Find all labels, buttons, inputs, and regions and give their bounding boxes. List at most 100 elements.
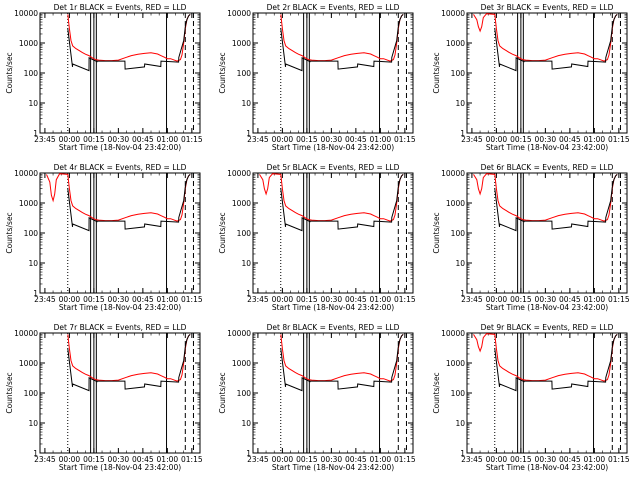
x-tick-label: 00:15 bbox=[83, 135, 105, 144]
x-axis-label: Start Time (18-Nov-04 23:42:00) bbox=[272, 463, 394, 472]
x-tick-label: 23:45 bbox=[247, 295, 269, 304]
y-tick-label: 1000 bbox=[19, 359, 38, 368]
y-tick-label: 10000 bbox=[441, 329, 465, 338]
y-axis-label: Counts/sec bbox=[5, 212, 14, 253]
events-series-line bbox=[67, 14, 191, 72]
x-tick-label: 00:45 bbox=[132, 455, 154, 464]
x-tick-label: 23:45 bbox=[461, 455, 483, 464]
plot-frame bbox=[466, 12, 628, 134]
x-tick-label: 23:45 bbox=[34, 135, 56, 144]
plot-frame bbox=[252, 12, 414, 134]
y-tick-label: 10 bbox=[455, 99, 465, 108]
y-tick-label: 1 bbox=[33, 449, 38, 458]
y-tick-label: 100 bbox=[451, 69, 466, 78]
y-axis-label: Counts/sec bbox=[432, 372, 441, 413]
y-tick-label: 1000 bbox=[19, 39, 38, 48]
x-tick-label: 00:30 bbox=[321, 455, 343, 464]
x-tick-label: 00:15 bbox=[83, 295, 105, 304]
detector-panel: Det 2r BLACK = Events, RED = LLD 1 10 100 10… bbox=[218, 3, 416, 152]
plot-frame bbox=[252, 172, 414, 294]
panel-title: Det 8r BLACK = Events, RED = LLD bbox=[267, 323, 400, 332]
x-axis-label: Start Time (18-Nov-04 23:42:00) bbox=[59, 463, 181, 472]
x-tick-label: 00:00 bbox=[59, 135, 81, 144]
x-tick-label: 00:30 bbox=[108, 135, 130, 144]
x-axis-label: Start Time (18-Nov-04 23:42:00) bbox=[486, 303, 608, 312]
events-series-line bbox=[67, 174, 191, 232]
y-tick-label: 1000 bbox=[19, 199, 38, 208]
x-tick-label: 01:00 bbox=[157, 455, 179, 464]
x-tick-label: 01:00 bbox=[370, 455, 392, 464]
x-tick-label: 00:30 bbox=[321, 295, 343, 304]
y-tick-label: 1 bbox=[33, 289, 38, 298]
y-tick-label: 1000 bbox=[232, 359, 251, 368]
x-tick-label: 01:15 bbox=[181, 295, 203, 304]
y-tick-label: 10000 bbox=[441, 169, 465, 178]
x-tick-label: 01:15 bbox=[181, 455, 203, 464]
x-axis-label: Start Time (18-Nov-04 23:42:00) bbox=[59, 303, 181, 312]
x-tick-label: 00:15 bbox=[296, 135, 318, 144]
lld-series-line bbox=[280, 14, 404, 62]
events-series-line bbox=[67, 334, 191, 392]
x-tick-label: 00:15 bbox=[510, 135, 532, 144]
x-tick-label: 00:00 bbox=[486, 455, 508, 464]
x-tick-label: 00:45 bbox=[345, 135, 367, 144]
y-tick-label: 100 bbox=[237, 69, 252, 78]
x-tick-label: 01:15 bbox=[394, 135, 416, 144]
y-tick-label: 10 bbox=[241, 259, 251, 268]
y-axis-label: Counts/sec bbox=[218, 52, 227, 93]
y-tick-label: 100 bbox=[24, 229, 39, 238]
y-tick-label: 10 bbox=[28, 99, 38, 108]
x-axis-label: Start Time (18-Nov-04 23:42:00) bbox=[272, 143, 394, 152]
lld-series-line bbox=[67, 14, 191, 62]
plot-frame bbox=[252, 332, 414, 454]
detector-panel: Det 7r BLACK = Events, RED = LLD 1 10 100 10… bbox=[5, 323, 203, 472]
x-tick-label: 00:45 bbox=[132, 135, 154, 144]
panel-title: Det 9r BLACK = Events, RED = LLD bbox=[481, 323, 614, 332]
x-tick-label: 00:45 bbox=[132, 295, 154, 304]
x-tick-label: 00:30 bbox=[535, 135, 557, 144]
x-tick-label: 23:45 bbox=[247, 135, 269, 144]
x-tick-label: 23:45 bbox=[461, 295, 483, 304]
x-axis-label: Start Time (18-Nov-04 23:42:00) bbox=[272, 303, 394, 312]
events-series-line bbox=[280, 14, 404, 72]
y-tick-label: 1 bbox=[460, 289, 465, 298]
x-tick-label: 00:00 bbox=[486, 295, 508, 304]
x-tick-label: 00:45 bbox=[345, 295, 367, 304]
x-tick-label: 00:00 bbox=[59, 295, 81, 304]
panel-title: Det 5r BLACK = Events, RED = LLD bbox=[267, 163, 400, 172]
x-tick-label: 01:00 bbox=[370, 295, 392, 304]
panel-title: Det 2r BLACK = Events, RED = LLD bbox=[267, 3, 400, 12]
panel-title: Det 3r BLACK = Events, RED = LLD bbox=[481, 3, 614, 12]
x-tick-label: 00:00 bbox=[272, 295, 294, 304]
panel-title: Det 1r BLACK = Events, RED = LLD bbox=[54, 3, 187, 12]
x-tick-label: 01:00 bbox=[370, 135, 392, 144]
x-tick-label: 01:00 bbox=[157, 135, 179, 144]
x-tick-label: 01:00 bbox=[584, 455, 606, 464]
y-tick-label: 10 bbox=[455, 419, 465, 428]
plot-frame bbox=[39, 12, 201, 134]
x-tick-label: 00:30 bbox=[535, 295, 557, 304]
y-tick-label: 100 bbox=[237, 229, 252, 238]
x-tick-label: 00:00 bbox=[272, 455, 294, 464]
y-tick-label: 10000 bbox=[227, 329, 251, 338]
y-tick-label: 100 bbox=[24, 69, 39, 78]
events-series-line bbox=[280, 174, 404, 232]
x-tick-label: 00:45 bbox=[559, 295, 581, 304]
y-tick-label: 1 bbox=[460, 129, 465, 138]
y-tick-label: 10000 bbox=[227, 169, 251, 178]
y-tick-label: 1 bbox=[246, 449, 251, 458]
x-axis-label: Start Time (18-Nov-04 23:42:00) bbox=[486, 463, 608, 472]
x-tick-label: 01:15 bbox=[608, 135, 630, 144]
detector-panel: Det 5r BLACK = Events, RED = LLD 1 10 100 10… bbox=[218, 163, 416, 312]
y-tick-label: 10 bbox=[241, 99, 251, 108]
plot-frame bbox=[39, 172, 201, 294]
y-tick-label: 1000 bbox=[232, 199, 251, 208]
detector-panel: Det 9r BLACK = Events, RED = LLD 1 10 100 10… bbox=[432, 323, 630, 472]
y-tick-label: 1 bbox=[246, 129, 251, 138]
x-tick-label: 00:30 bbox=[108, 295, 130, 304]
y-tick-label: 10 bbox=[455, 259, 465, 268]
x-tick-label: 01:15 bbox=[181, 135, 203, 144]
events-series-line bbox=[494, 174, 618, 232]
x-tick-label: 00:15 bbox=[510, 455, 532, 464]
